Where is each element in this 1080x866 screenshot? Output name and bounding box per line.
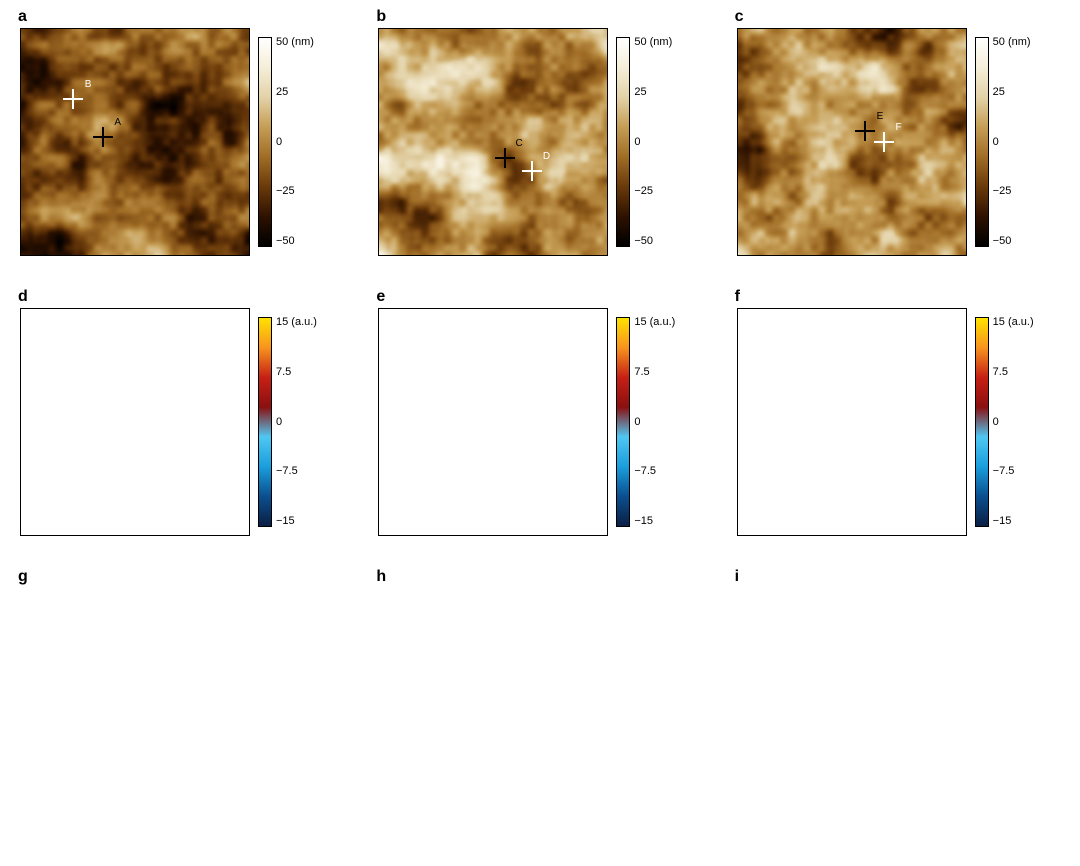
panel-f: f 15 (a.u.) 7.5 0 −7.5 −15 <box>737 290 1060 550</box>
marker-cross-E: E <box>855 121 875 141</box>
colorbar-tick: 7.5 <box>993 367 1037 378</box>
colorbar-tick: 0 <box>276 417 320 428</box>
panel-label-d: d <box>18 288 28 306</box>
colorbar-tick: 50 (nm) <box>993 37 1037 48</box>
colorbar-tick: 25 <box>634 87 678 98</box>
marker-label: C <box>515 138 522 149</box>
panel-label-c: c <box>735 8 744 26</box>
colorbar-tick: −50 <box>634 236 678 247</box>
panel-g: g <box>20 570 343 850</box>
colorbar-tick: −50 <box>276 236 320 247</box>
topography-image-b: CD <box>378 28 608 256</box>
marker-cross-C: C <box>495 148 515 168</box>
marker-label: F <box>895 122 901 133</box>
colorbar-tick: 15 (a.u.) <box>993 317 1037 328</box>
colorbar-tick: −15 <box>634 516 678 527</box>
spectrum-i <box>745 588 1050 828</box>
colorbar-tick: 0 <box>276 137 320 148</box>
panel-h: h <box>378 570 701 850</box>
colorbar-tick: 0 <box>993 417 1037 428</box>
panel-i: i <box>737 570 1060 850</box>
colorbar-tick: −25 <box>993 186 1037 197</box>
ir-image-e <box>378 308 608 536</box>
colorbar-c: 50 (nm) 25 0 −25 −50 <box>975 28 1037 256</box>
spectrum-h <box>386 588 691 828</box>
marker-label: B <box>85 79 92 90</box>
panel-label-f: f <box>735 288 740 306</box>
marker-label: D <box>543 151 550 162</box>
marker-cross-B: B <box>63 89 83 109</box>
colorbar-d: 15 (a.u.) 7.5 0 −7.5 −15 <box>258 308 320 536</box>
colorbar-tick: −25 <box>276 186 320 197</box>
topography-image-c: EF <box>737 28 967 256</box>
marker-label: A <box>114 117 121 128</box>
panel-label-i: i <box>735 568 739 586</box>
marker-cross-D: D <box>522 161 542 181</box>
figure-grid: a AB 50 (nm)250−25−50 b CD 50 (nm)250−25… <box>20 10 1060 850</box>
colorbar-tick: −15 <box>993 516 1037 527</box>
panel-label-h: h <box>376 568 386 586</box>
colorbar-tick: −15 <box>276 516 320 527</box>
ir-image-f <box>737 308 967 536</box>
colorbar-tick: 0 <box>993 137 1037 148</box>
colorbar-f: 15 (a.u.) 7.5 0 −7.5 −15 <box>975 308 1037 536</box>
colorbar-tick: 15 (a.u.) <box>634 317 678 328</box>
topography-image-a: AB <box>20 28 250 256</box>
panel-label-g: g <box>18 568 28 586</box>
colorbar-a: 50 (nm) 25 0 −25 −50 <box>258 28 320 256</box>
colorbar-b: 50 (nm) 25 0 −25 −50 <box>616 28 678 256</box>
marker-cross-F: F <box>874 132 894 152</box>
panel-a: a AB 50 (nm)250−25−50 <box>20 10 343 270</box>
colorbar-tick: 50 (nm) <box>276 37 320 48</box>
colorbar-tick: 7.5 <box>276 367 320 378</box>
panel-label-b: b <box>376 8 386 26</box>
marker-label: E <box>877 111 884 122</box>
colorbar-tick: −7.5 <box>276 466 320 477</box>
colorbar-tick: 0 <box>634 137 678 148</box>
panel-label-a: a <box>18 8 27 26</box>
ir-image-d <box>20 308 250 536</box>
colorbar-tick: 50 (nm) <box>634 37 678 48</box>
panel-c: c EF 50 (nm)250−25−50 <box>737 10 1060 270</box>
panel-b: b CD 50 (nm)250−25−50 <box>378 10 701 270</box>
colorbar-tick: −25 <box>634 186 678 197</box>
colorbar-tick: 25 <box>993 87 1037 98</box>
marker-cross-A: A <box>93 127 113 147</box>
colorbar-tick: 7.5 <box>634 367 678 378</box>
colorbar-tick: 15 (a.u.) <box>276 317 320 328</box>
colorbar-e: 15 (a.u.) 7.5 0 −7.5 −15 <box>616 308 678 536</box>
colorbar-tick: −7.5 <box>634 466 678 477</box>
colorbar-tick: −50 <box>993 236 1037 247</box>
colorbar-tick: −7.5 <box>993 466 1037 477</box>
spectrum-g <box>28 588 333 828</box>
colorbar-tick: 0 <box>634 417 678 428</box>
panel-d: d 15 (a.u.) 7.5 0 −7.5 −15 <box>20 290 343 550</box>
panel-e: e 15 (a.u.) 7.5 0 −7.5 −15 <box>378 290 701 550</box>
panel-label-e: e <box>376 288 385 306</box>
colorbar-tick: 25 <box>276 87 320 98</box>
